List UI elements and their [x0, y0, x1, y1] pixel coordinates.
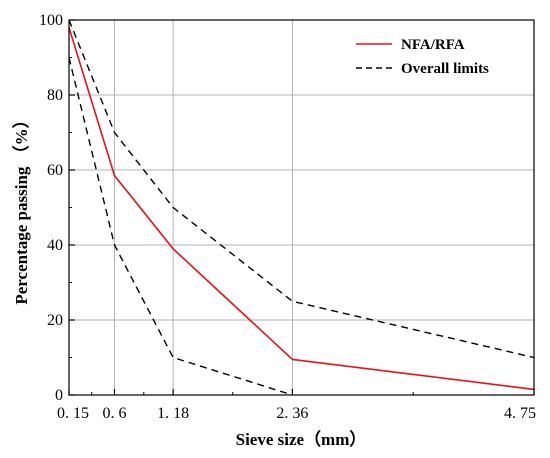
x-tick-label: 2. 36: [276, 405, 308, 422]
legend-label-overall-limits: Overall limits: [401, 61, 489, 77]
y-tick-label: 40: [47, 237, 63, 254]
legend: NFA/RFA Overall limits: [356, 37, 489, 77]
legend-label-nfa-rfa: NFA/RFA: [401, 37, 465, 53]
lower-limit-line: [68, 57, 293, 396]
y-axis-ticks: 0 20 40 60 80 100: [39, 12, 75, 404]
y-tick-label: 80: [47, 87, 63, 104]
y-tick-label: 0: [55, 387, 63, 404]
series-layer: [68, 19, 535, 396]
upper-limit-line: [68, 19, 535, 359]
nfa-rfa-line: [68, 27, 535, 391]
x-tick-label: 0. 6: [102, 405, 126, 422]
x-tick-label: 1. 18: [157, 405, 189, 422]
x-axis-ticks: 0. 15 0. 6 1. 18 2. 36 4. 75: [57, 389, 536, 422]
y-tick-label: 20: [47, 312, 63, 329]
y-tick-label: 60: [47, 162, 63, 179]
y-axis-title: Percentage passing （%）: [11, 111, 31, 304]
x-tick-label: 4. 75: [504, 405, 536, 422]
plot-area: [69, 20, 534, 395]
x-tick-label: 0. 15: [57, 405, 89, 422]
x-axis-title: Sieve size（mm）: [236, 429, 367, 449]
y-tick-label: 100: [39, 12, 63, 29]
